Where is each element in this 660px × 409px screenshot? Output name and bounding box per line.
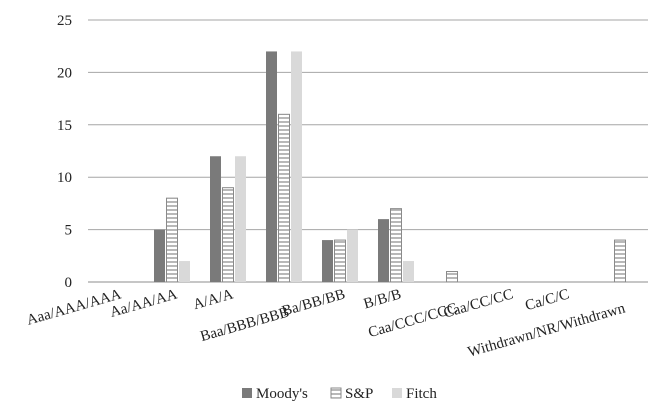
y-tick-label: 20 — [57, 65, 72, 81]
bar-moody-s-3 — [266, 51, 277, 282]
bar-moody-s-2 — [210, 156, 221, 282]
bars — [154, 51, 626, 283]
x-category-label: Withdrawn/NR/Withdrawn — [466, 300, 628, 360]
x-category-label: Ba/BB/BB — [280, 286, 347, 319]
bar-s-p-5 — [390, 208, 402, 283]
x-category-label: Caa/CC/CC — [442, 286, 515, 321]
y-tick-label: 5 — [65, 223, 73, 239]
bar-moody-s-5 — [378, 219, 389, 282]
bar-s-p-6 — [446, 271, 458, 283]
bar-s-p-1 — [166, 197, 178, 283]
y-tick-label: 10 — [57, 170, 72, 186]
bar-s-p-2 — [222, 187, 234, 283]
bar-fitch-4 — [347, 229, 358, 282]
gridlines — [88, 19, 648, 283]
x-category-label: Ca/C/C — [523, 286, 571, 314]
legend-label: Moody's — [256, 386, 308, 402]
bar-fitch-2 — [235, 156, 246, 282]
bar-s-p-3 — [278, 113, 290, 283]
x-category-label: B/B/B — [362, 286, 403, 312]
bar-s-p-4 — [334, 239, 346, 283]
y-tick-label: 0 — [65, 275, 73, 291]
legend: Moody's S&P Fitch — [242, 386, 437, 402]
bar-moody-s-4 — [322, 240, 333, 282]
x-category-label: Baa/BBB/BBB — [199, 304, 292, 345]
legend-swatch — [330, 387, 342, 399]
bar-fitch-5 — [403, 261, 414, 282]
legend-label: Fitch — [406, 386, 437, 402]
y-axis-ticks: 0 5 10 15 20 25 — [57, 13, 72, 291]
legend-label: S&P — [345, 386, 373, 402]
bar-moody-s-1 — [154, 229, 165, 282]
bar-s-p-9 — [614, 239, 626, 283]
y-tick-label: 15 — [57, 118, 72, 134]
x-category-label: A/A/A — [191, 286, 235, 313]
legend-swatch — [392, 388, 402, 398]
y-tick-label: 25 — [57, 13, 72, 29]
bar-fitch-1 — [179, 261, 190, 282]
bar-fitch-3 — [291, 51, 302, 282]
legend-swatch — [242, 388, 252, 398]
